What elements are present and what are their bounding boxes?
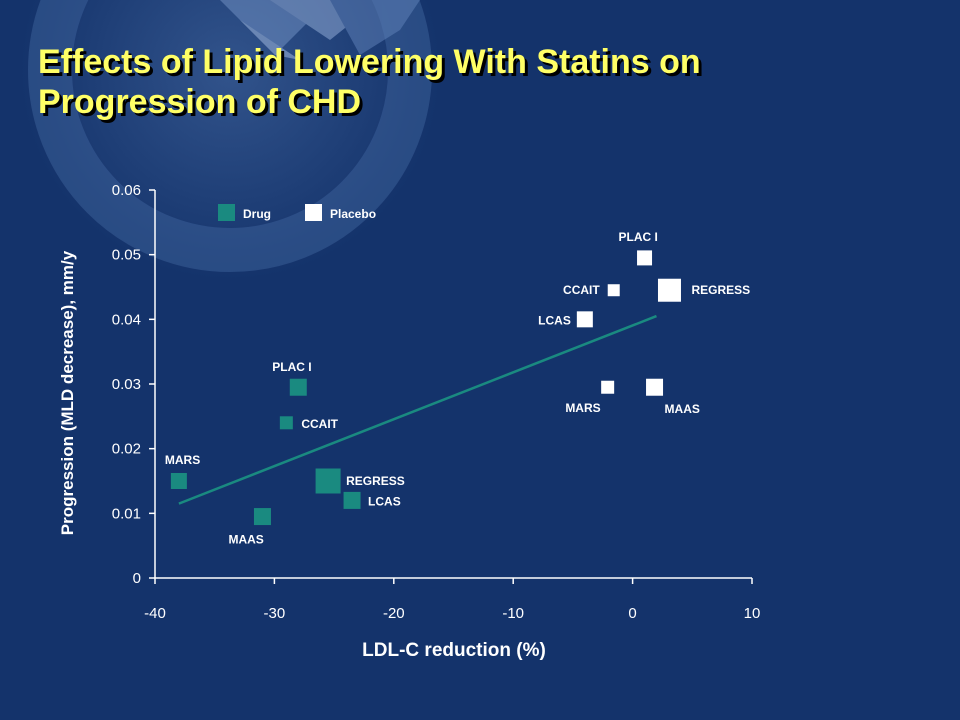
drug-point-regress (315, 468, 341, 494)
y-tick-label: 0.04 (112, 311, 141, 328)
x-tick-label: -20 (383, 605, 405, 622)
y-tick-label: 0.05 (112, 247, 141, 264)
point-label: REGRESS (346, 474, 405, 488)
legend-drug-label: Drug (243, 207, 271, 221)
point-label: REGRESS (691, 283, 750, 297)
chart-legend: Drug Placebo (218, 204, 376, 221)
x-tick-label: 0 (628, 605, 636, 622)
trendline-group (178, 314, 657, 505)
legend-drug-swatch (218, 204, 235, 221)
placebo-point-lcas (576, 311, 593, 328)
point-label: LCAS (538, 313, 571, 327)
data-points: MARS MAAS PLAC I CCAIT REGRESS LCAS PLAC I CCAI… (165, 230, 750, 547)
point-label: MAAS (228, 533, 263, 547)
slide-title: Effects of Lipid Lowering With Statins o… (38, 42, 701, 122)
y-tick-label: 0 (133, 570, 141, 587)
placebo-point-mars (601, 380, 615, 394)
drug-point-ccait (279, 416, 293, 430)
y-tick-label: 0.01 (112, 505, 141, 522)
drug-point-maas (253, 508, 271, 526)
trendline (178, 314, 657, 505)
x-tick-label: 10 (744, 605, 761, 622)
axis-ticks: 0 0.01 0.02 0.03 0.04 0.05 0.06 -40 -30 -20 -10 0 10 (112, 182, 761, 622)
placebo-point-plac-i (637, 250, 653, 266)
x-tick-label: -40 (144, 605, 166, 622)
y-tick-label: 0.03 (112, 376, 141, 393)
y-axis-label: Progression (MLD decrease), mm/y (58, 250, 77, 535)
placebo-point-maas (646, 378, 664, 396)
y-tick-label: 0.02 (112, 441, 141, 458)
placebo-point-regress (657, 278, 681, 302)
drug-point-mars (170, 473, 187, 489)
point-label: PLAC I (272, 360, 311, 374)
point-label: CCAIT (301, 417, 338, 431)
point-label: MARS (165, 453, 200, 467)
x-axis-label: LDL-C reduction (%) (362, 640, 546, 661)
decorative-crystal (220, 0, 420, 60)
point-label: LCAS (368, 494, 401, 508)
slide-title-line-1: Effects of Lipid Lowering With Statins o… (38, 43, 701, 81)
legend-placebo-label: Placebo (330, 207, 376, 221)
slide-title-line-2: Progression of CHD (38, 83, 362, 121)
point-label: MAAS (665, 402, 700, 416)
point-label: PLAC I (619, 230, 658, 244)
x-tick-label: -10 (502, 605, 524, 622)
placebo-point-ccait (607, 284, 620, 297)
decorative-ring (28, 0, 432, 272)
y-tick-label: 0.06 (112, 182, 141, 199)
drug-point-lcas (343, 491, 361, 509)
drug-point-plac-i (289, 378, 307, 396)
x-tick-label: -30 (264, 605, 286, 622)
point-label: CCAIT (563, 283, 600, 297)
point-label: MARS (565, 401, 600, 415)
legend-placebo-swatch (305, 204, 322, 221)
